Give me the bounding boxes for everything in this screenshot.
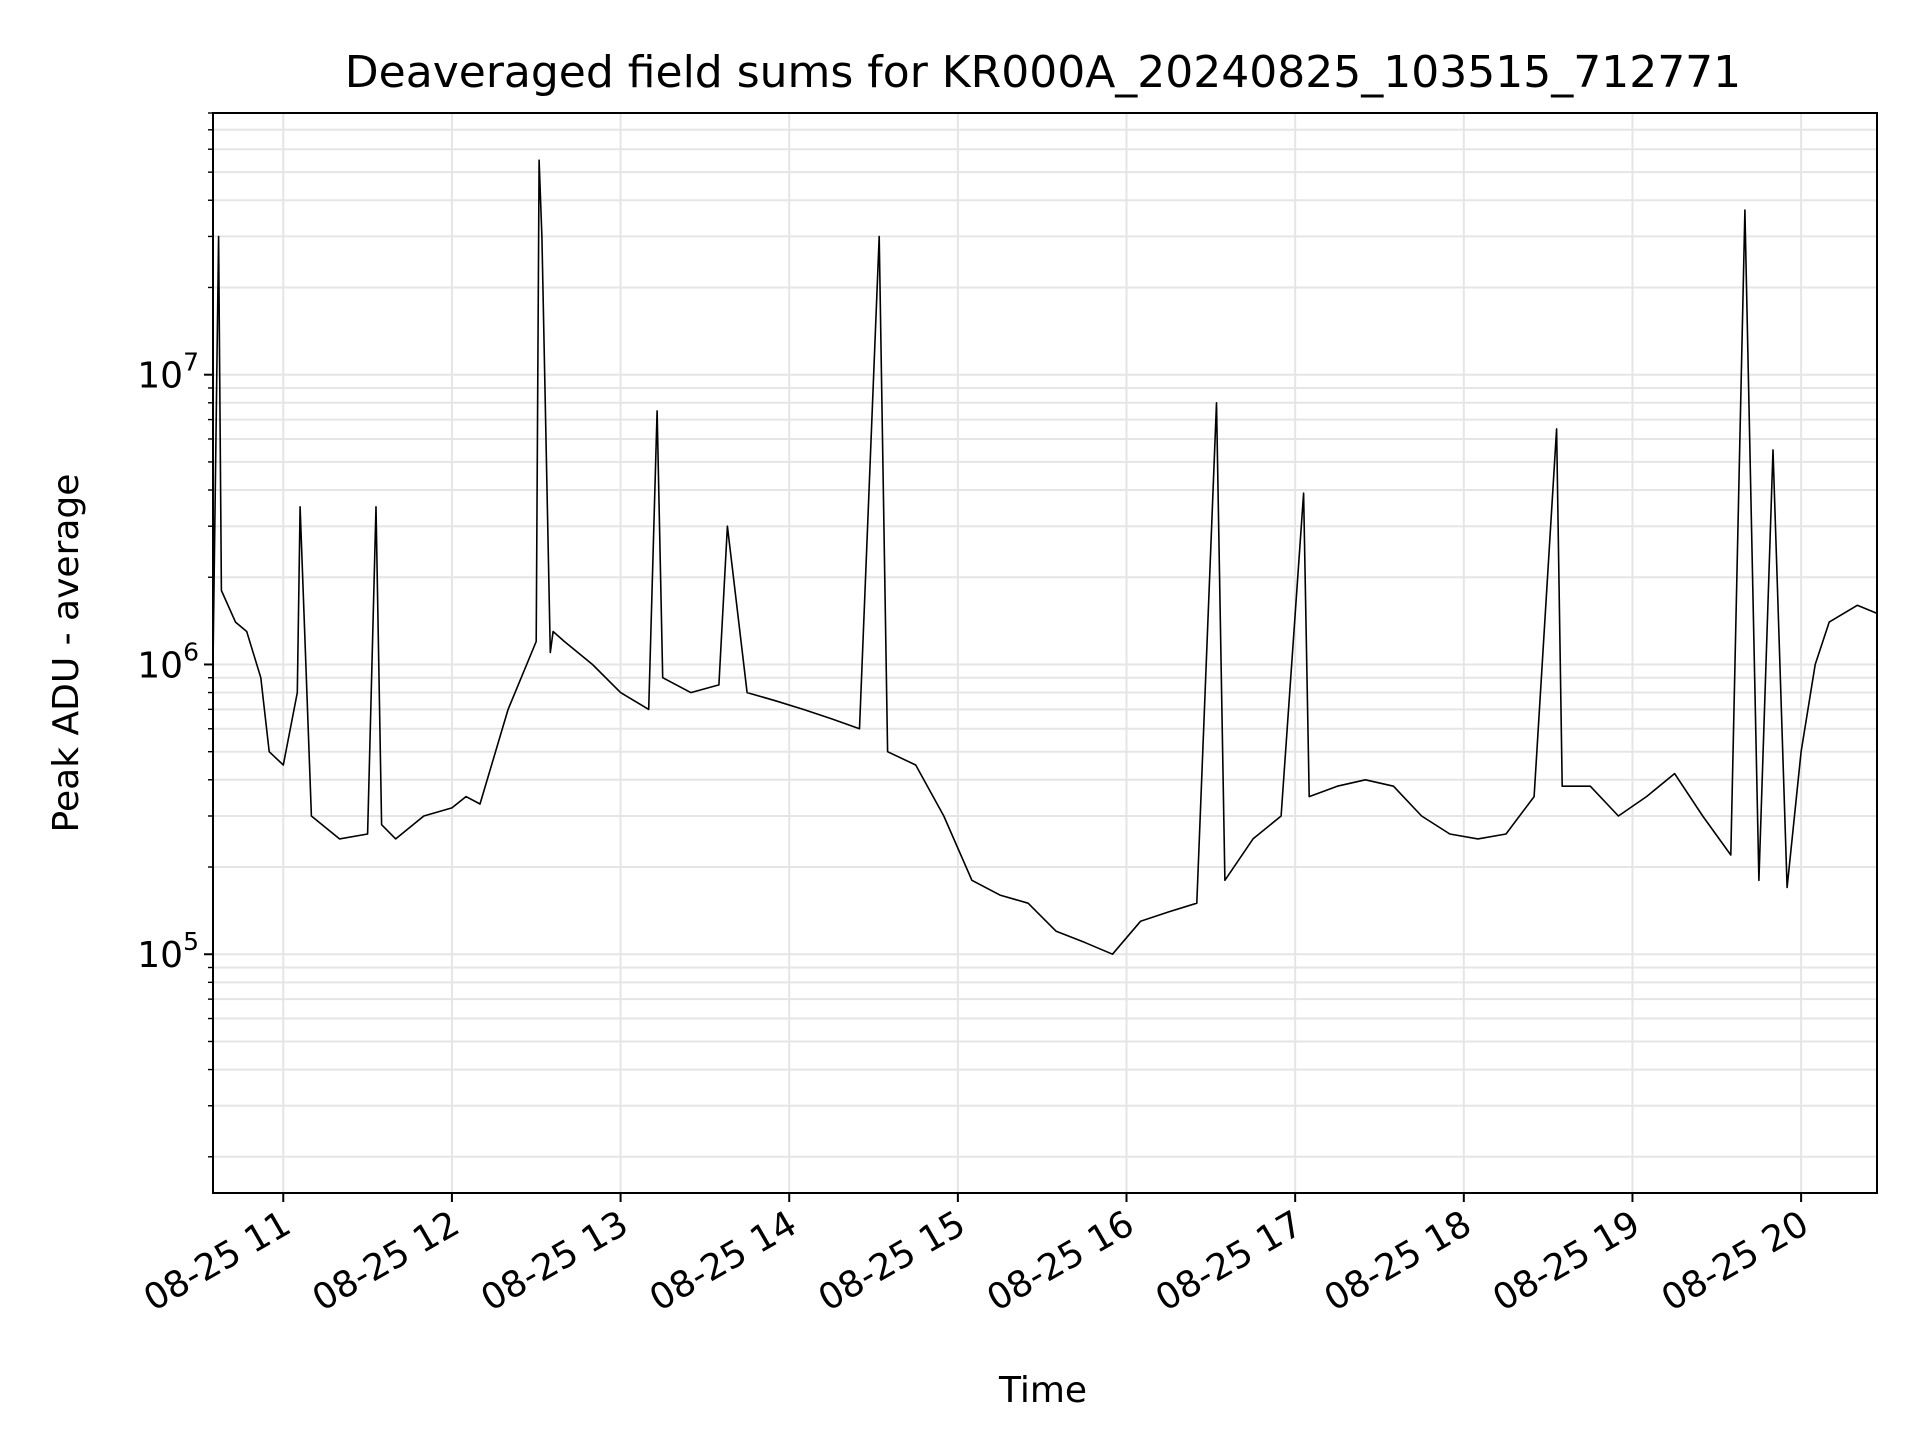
chart-title: Deaveraged field sums for KR000A_2024082… bbox=[345, 47, 1741, 98]
series-line bbox=[212, 159, 1878, 955]
plot-frame bbox=[212, 112, 1878, 1194]
grid bbox=[213, 112, 1877, 1193]
y-axis: 105 106 107 bbox=[137, 112, 213, 1158]
y-axis-label: Peak ADU - average bbox=[46, 474, 87, 833]
y-tick-label: 106 bbox=[137, 637, 199, 686]
y-tick-label: 107 bbox=[137, 348, 199, 397]
series-layer bbox=[212, 159, 1878, 955]
y-tick-label: 105 bbox=[137, 927, 199, 976]
x-axis-label: Time bbox=[998, 1370, 1087, 1411]
